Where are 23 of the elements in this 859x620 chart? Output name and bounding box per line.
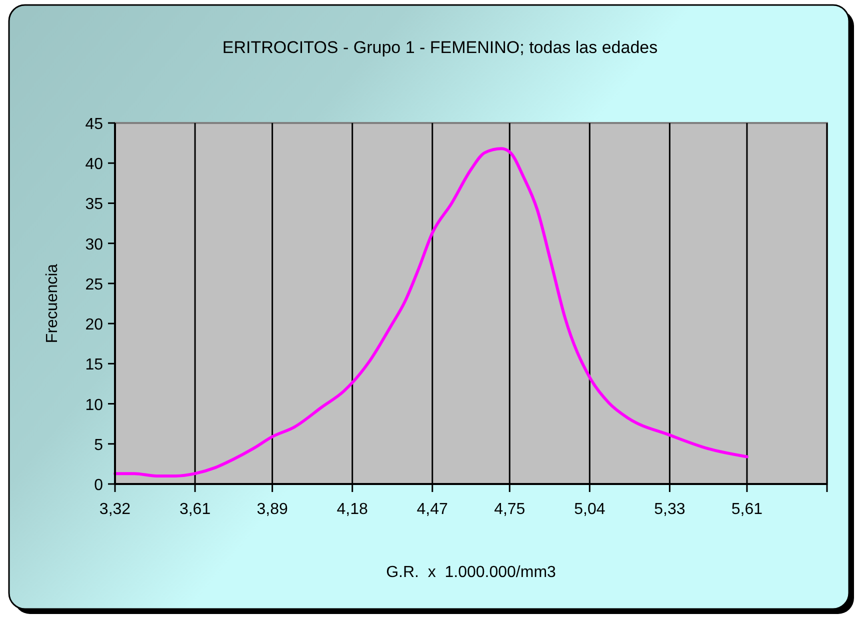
y-axis-title: Frecuencia [44,264,61,344]
x-axis-title: G.R. x 1.000.000/mm3 [386,564,556,581]
y-tick-label: 45 [85,116,104,133]
y-tick-label: 0 [94,477,104,494]
y-tick-label: 5 [94,436,104,454]
y-tick-label: 15 [85,356,104,374]
x-tick-label: 4,75 [494,501,526,518]
x-tick-label: 3,32 [99,501,131,518]
line-series [114,147,748,478]
y-tick-label: 25 [85,276,104,294]
x-tick-label: 5,04 [574,501,606,518]
x-tick-label: 5,61 [731,501,763,518]
y-tick-label: 30 [85,236,104,254]
y-tick-label: 10 [85,396,104,414]
x-tick-label: 5,33 [654,501,686,518]
x-tick-label: 3,89 [256,501,288,518]
x-tick-label: 3,61 [179,501,211,518]
x-tick-label: 4,18 [336,501,368,518]
y-tick-label: 40 [85,156,104,174]
x-tick-label: 4,47 [416,501,448,518]
y-tick-label: 20 [85,316,104,334]
y-tick-label: 35 [85,196,104,214]
chart-title: ERITROCITOS - Grupo 1 - FEMENINO; todas las edades [222,38,658,57]
